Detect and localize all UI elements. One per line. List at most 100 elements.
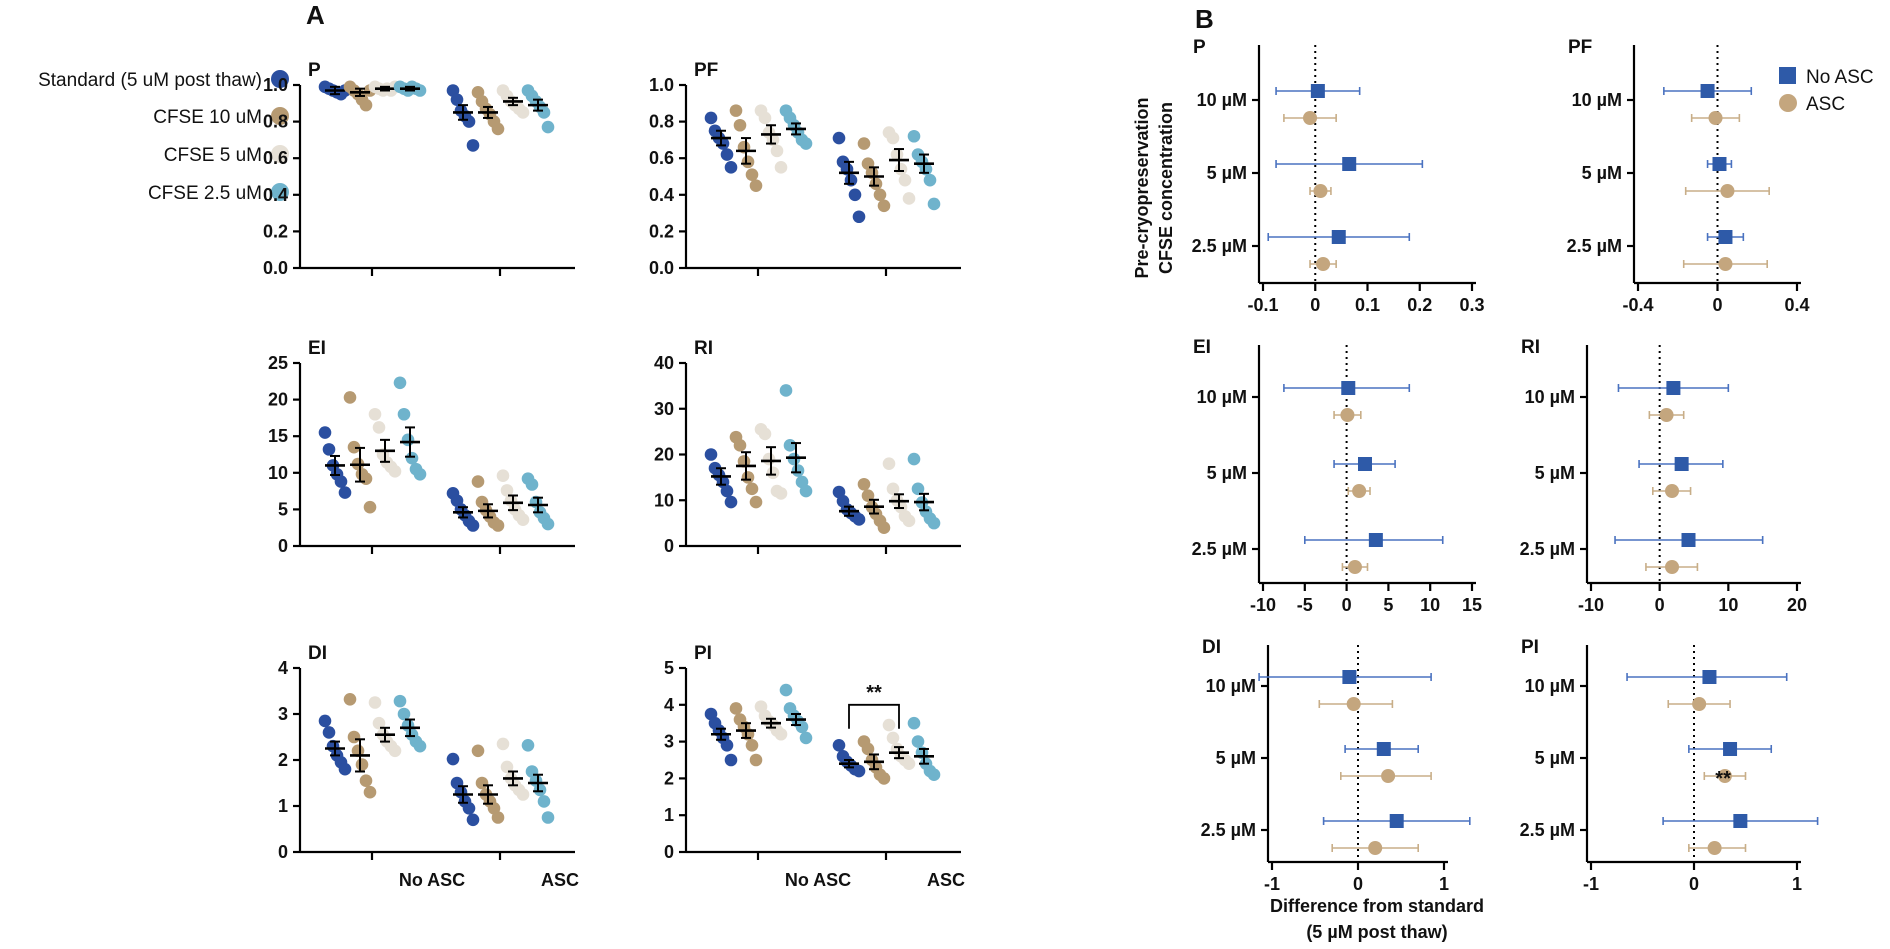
legend-marker-cfse25 — [271, 183, 289, 201]
y-tick-label: 0.4 — [649, 185, 674, 205]
data-point — [758, 111, 772, 125]
x-tick-label: 1 — [1792, 874, 1802, 894]
y-tick-label: 10 µM — [1525, 387, 1575, 407]
chart-b-pf: -0.4 0 0.4 PF 10 µM 5 µM 2.5 µM — [1567, 37, 1810, 315]
legend-label-cfse25: CFSE 2.5 uM — [148, 183, 262, 204]
data-point — [322, 726, 336, 739]
panel-a-legend: Standard (5 uM post thaw) CFSE 10 uM CFS… — [38, 70, 289, 204]
estimate-noasc — [1357, 457, 1372, 471]
y-tick-label: 0 — [278, 842, 288, 862]
x-tick-label: 0.1 — [1355, 295, 1380, 315]
data-point — [779, 384, 793, 397]
panel-a-tag: A — [306, 0, 325, 30]
chart-a-p: 0.0 0.2 0.4 0.6 0.8 1.0 P — [263, 60, 575, 278]
data-point — [774, 727, 788, 741]
data-point — [927, 197, 941, 211]
y-tick-label: 2.5 µM — [1192, 236, 1247, 256]
b-ylabel-line2: CFSE concentration — [1156, 102, 1176, 274]
data-point — [911, 482, 925, 496]
estimate-asc — [1368, 841, 1383, 855]
data-point — [902, 514, 916, 528]
data-point — [388, 744, 402, 758]
estimate-asc — [1707, 841, 1722, 855]
data-point — [318, 426, 332, 439]
data-point — [927, 516, 941, 530]
data-point — [758, 427, 772, 441]
legend-marker-noasc — [1779, 67, 1796, 84]
estimate-asc — [1665, 560, 1680, 574]
data-point — [533, 783, 547, 797]
chart-title: P — [308, 60, 321, 81]
data-point — [923, 173, 937, 187]
estimate-asc — [1665, 484, 1680, 498]
data-point — [334, 475, 348, 488]
data-point — [741, 471, 755, 484]
data-point — [869, 177, 883, 191]
data-point — [338, 762, 352, 776]
panel-b-legend: No ASC ASC — [1779, 67, 1874, 115]
a-xgroup-noasc-right: No ASC — [785, 870, 851, 890]
y-tick-label: 5 µM — [1207, 163, 1247, 183]
x-tick-label: -10 — [1250, 595, 1276, 615]
legend-label-noasc: No ASC — [1806, 67, 1874, 88]
data-point — [413, 84, 427, 97]
estimate-asc — [1381, 769, 1396, 783]
y-tick-label: 2 — [278, 750, 288, 770]
legend-marker-standard — [271, 70, 289, 88]
legend-marker-cfse5 — [271, 145, 289, 163]
data-point — [729, 104, 743, 117]
data-point — [741, 155, 755, 169]
data-point — [393, 694, 407, 708]
legend-marker-cfse10 — [271, 107, 289, 125]
y-tick-label: 0.2 — [263, 221, 288, 241]
data-point — [857, 477, 871, 491]
x-tick-label: 0 — [1353, 874, 1363, 894]
data-point — [704, 111, 718, 125]
data-point — [907, 716, 921, 730]
data-point — [475, 776, 489, 790]
y-tick-label: 10 — [654, 490, 674, 510]
data-point — [749, 495, 763, 509]
data-point — [343, 391, 357, 404]
y-tick-label: 40 — [654, 353, 674, 373]
data-point — [471, 744, 485, 758]
data-point — [779, 683, 793, 697]
x-tick-label: -10 — [1578, 595, 1604, 615]
data-point — [351, 744, 365, 758]
x-tick-label: -1 — [1264, 874, 1280, 894]
chart-b-di: -1 0 1 DI 10 µM 5 µM 2.5 µM — [1201, 637, 1471, 894]
data-point — [347, 730, 361, 744]
data-point — [466, 139, 480, 152]
chart-title: PF — [694, 60, 718, 81]
data-point — [737, 455, 751, 468]
y-tick-label: 3 — [278, 704, 288, 724]
data-point — [799, 137, 813, 150]
estimate-asc — [1352, 484, 1367, 498]
data-point — [413, 467, 427, 481]
data-point — [745, 482, 759, 496]
data-point — [516, 788, 530, 801]
data-point — [770, 144, 784, 158]
data-point — [363, 785, 377, 799]
data-point — [491, 519, 505, 532]
chart-b-pi: -1 0 1 PI 10 µM 5 µM 2.5 µM ** — [1520, 637, 1819, 894]
data-point — [873, 188, 887, 202]
y-tick-label: 0.4 — [263, 185, 288, 205]
y-tick-label: 2 — [664, 768, 674, 788]
y-tick-label: 1 — [278, 796, 288, 816]
y-tick-label: 10 µM — [1525, 676, 1575, 696]
data-point — [852, 513, 866, 526]
y-tick-label: 0.0 — [263, 258, 288, 278]
estimate-asc — [1692, 697, 1707, 711]
data-point — [372, 716, 386, 730]
data-point — [516, 513, 530, 526]
x-tick-label: 1 — [1439, 874, 1449, 894]
estimate-noasc — [1389, 814, 1404, 828]
data-point — [462, 802, 476, 815]
estimate-noasc — [1376, 742, 1391, 756]
chart-a-ri: 0 10 20 30 40 RI — [654, 338, 961, 556]
a-xgroup-asc-right: ASC — [927, 870, 965, 890]
data-point — [462, 115, 476, 128]
x-tick-label: -5 — [1297, 595, 1313, 615]
